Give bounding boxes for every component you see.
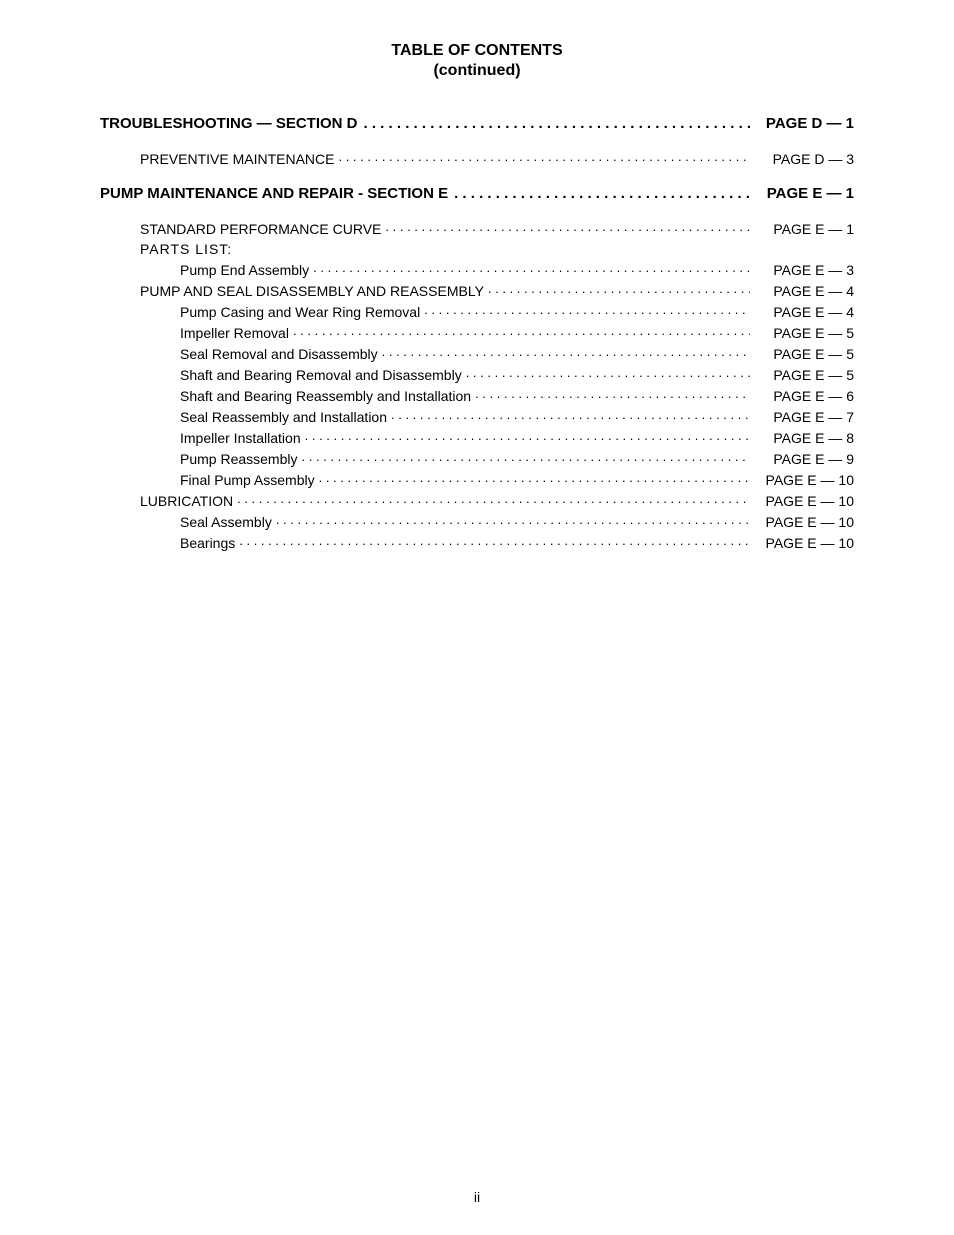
toc-entry-page: PAGE E — 5 [754,346,854,362]
toc-entry-label: PREVENTIVE MAINTENANCE [140,151,334,167]
toc-dots [385,220,750,234]
toc-entry: Pump Reassembly PAGE E — 9 [100,450,854,467]
toc-entry-label: Impeller Removal [180,325,289,341]
toc-section-heading: PUMP MAINTENANCE AND REPAIR - SECTION E … [100,185,854,202]
toc-dots [475,387,750,401]
toc-entry-label: Seal Reassembly and Installation [180,409,387,425]
toc-entry-page: PAGE E — 10 [754,493,854,509]
toc-entry-label: Pump Reassembly [180,451,298,467]
toc-section-page: PAGE E — 1 [757,185,854,202]
toc-title: TABLE OF CONTENTS [100,40,854,62]
toc-entry-page: PAGE E — 9 [754,451,854,467]
toc-entry-page: PAGE E — 7 [754,409,854,425]
toc-entry: Impeller Removal PAGE E — 5 [100,324,854,341]
toc-dots [239,534,750,548]
toc-entry-page: PAGE E — 5 [754,325,854,341]
toc-entry: Impeller Installation PAGE E — 8 [100,429,854,446]
toc-entry-label: PUMP AND SEAL DISASSEMBLY AND REASSEMBLY [140,283,484,299]
toc-entry: Seal Reassembly and Installation PAGE E —… [100,408,854,425]
toc-entry-page: PAGE E — 4 [754,283,854,299]
toc-entry-page: PAGE E — 8 [754,430,854,446]
toc-entry: PUMP AND SEAL DISASSEMBLY AND REASSEMBLY… [100,282,854,299]
toc-entry-label: Final Pump Assembly [180,472,315,488]
toc-dots [305,429,750,443]
toc-section-heading: TROUBLESHOOTING — SECTION D . . . . . . … [100,115,854,132]
toc-entry-label: Seal Assembly [180,514,272,530]
toc-dots [302,450,751,464]
page-number: ii [0,1189,954,1205]
toc-entry-page: PAGE E — 6 [754,388,854,404]
toc-dots [319,471,750,485]
toc-section-label: PUMP MAINTENANCE AND REPAIR - SECTION E [100,185,448,202]
toc-entry-label: Shaft and Bearing Removal and Disassembl… [180,367,462,383]
toc-entry: Bearings PAGE E — 10 [100,534,854,551]
toc-entry: Final Pump Assembly PAGE E — 10 [100,471,854,488]
toc-dots [276,513,750,527]
toc-entry: Shaft and Bearing Reassembly and Install… [100,387,854,404]
toc-entry-label: Impeller Installation [180,430,301,446]
toc-entry-page: PAGE E — 5 [754,367,854,383]
toc-header: TABLE OF CONTENTS (continued) [100,40,854,80]
toc-dots [466,366,750,380]
toc-section-page: PAGE D — 1 [756,115,854,132]
toc-section-label: TROUBLESHOOTING — SECTION D [100,115,358,132]
toc-parts-list-label: PARTS LIST: [100,241,854,257]
toc-entry: PREVENTIVE MAINTENANCE PAGE D — 3 [100,150,854,167]
toc-dots [237,492,750,506]
toc-entry: Seal Assembly PAGE E — 10 [100,513,854,530]
toc-subtitle: (continued) [100,62,854,80]
toc-entry-page: PAGE E — 10 [754,514,854,530]
toc-dots [313,261,750,275]
toc-entry-page: PAGE E — 1 [754,221,854,237]
toc-dots: . . . . . . . . . . . . . . . . . . . . … [364,115,750,132]
toc-entry-page: PAGE E — 10 [754,472,854,488]
toc-dots [488,282,750,296]
toc-entry-label: STANDARD PERFORMANCE CURVE [140,221,381,237]
toc-entry-page: PAGE E — 3 [754,262,854,278]
toc-dots [382,345,750,359]
toc-dots [293,324,750,338]
toc-dots [338,150,750,164]
toc-entry-page: PAGE E — 4 [754,304,854,320]
toc-entry: STANDARD PERFORMANCE CURVE PAGE E — 1 [100,220,854,237]
toc-dots [424,303,750,317]
toc-entry: Shaft and Bearing Removal and Disassembl… [100,366,854,383]
toc-entry-label: Pump End Assembly [180,262,309,278]
toc-entry-page: PAGE E — 10 [754,535,854,551]
toc-entry-label: Pump Casing and Wear Ring Removal [180,304,420,320]
toc-entry: LUBRICATION PAGE E — 10 [100,492,854,509]
toc-entry-label: Seal Removal and Disassembly [180,346,378,362]
toc-entry-label: LUBRICATION [140,493,233,509]
toc-dots [391,408,750,422]
toc-entry-page: PAGE D — 3 [754,151,854,167]
toc-entry: Pump Casing and Wear Ring Removal PAGE E … [100,303,854,320]
toc-entry: Seal Removal and Disassembly PAGE E — 5 [100,345,854,362]
toc-entry: Pump End Assembly PAGE E — 3 [100,261,854,278]
toc-entry-label: Bearings [180,535,235,551]
toc-entry-label: Shaft and Bearing Reassembly and Install… [180,388,471,404]
toc-body: TROUBLESHOOTING — SECTION D . . . . . . … [100,115,854,551]
toc-dots: . . . . . . . . . . . . . . . . . . . . … [454,185,751,202]
